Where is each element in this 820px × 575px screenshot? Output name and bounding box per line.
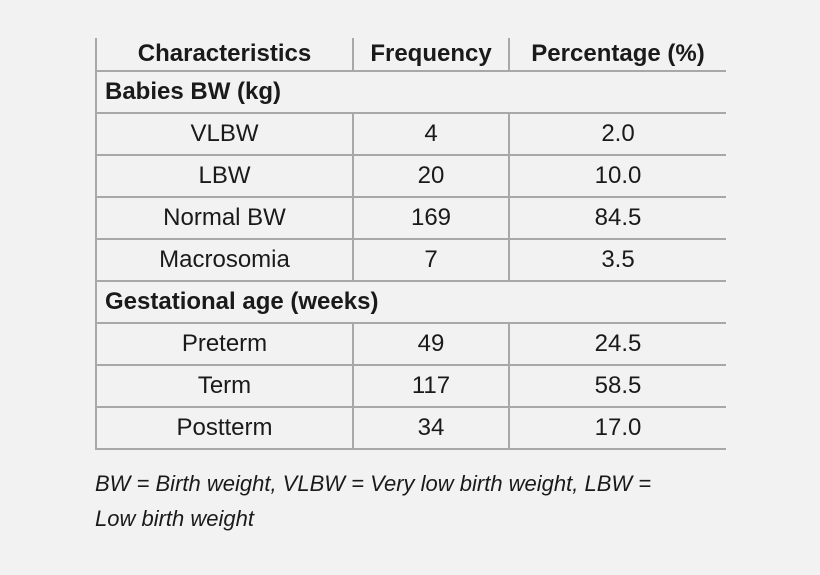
row-percentage: 58.5 — [508, 364, 726, 408]
row-label: VLBW — [95, 112, 354, 156]
section-row-gestational-age: Gestational age (weeks) — [95, 280, 726, 324]
characteristics-table-container: Characteristics Frequency Percentage (%)… — [95, 38, 726, 450]
table-row: Normal BW 169 84.5 — [95, 196, 726, 240]
row-percentage: 17.0 — [508, 406, 726, 450]
header-percentage: Percentage (%) — [508, 38, 726, 72]
table-row: Term 117 58.5 — [95, 364, 726, 408]
row-frequency: 7 — [352, 238, 510, 282]
row-frequency: 4 — [352, 112, 510, 156]
section-row-babies-bw: Babies BW (kg) — [95, 70, 726, 114]
row-percentage: 10.0 — [508, 154, 726, 198]
table-row: Preterm 49 24.5 — [95, 322, 726, 366]
row-label: Term — [95, 364, 354, 408]
row-percentage: 2.0 — [508, 112, 726, 156]
table-footnote: BW = Birth weight, VLBW = Very low birth… — [95, 466, 735, 536]
row-frequency: 20 — [352, 154, 510, 198]
table-row: LBW 20 10.0 — [95, 154, 726, 198]
table-row: VLBW 4 2.0 — [95, 112, 726, 156]
row-frequency: 34 — [352, 406, 510, 450]
header-frequency: Frequency — [352, 38, 510, 72]
row-frequency: 49 — [352, 322, 510, 366]
row-percentage: 24.5 — [508, 322, 726, 366]
table-header-row: Characteristics Frequency Percentage (%) — [95, 38, 726, 72]
row-frequency: 117 — [352, 364, 510, 408]
table-row: Postterm 34 17.0 — [95, 406, 726, 450]
row-label: Preterm — [95, 322, 354, 366]
row-frequency: 169 — [352, 196, 510, 240]
section-title: Gestational age (weeks) — [95, 280, 726, 324]
row-percentage: 3.5 — [508, 238, 726, 282]
table-row: Macrosomia 7 3.5 — [95, 238, 726, 282]
row-label: Macrosomia — [95, 238, 354, 282]
row-percentage: 84.5 — [508, 196, 726, 240]
header-characteristics: Characteristics — [95, 38, 354, 72]
row-label: LBW — [95, 154, 354, 198]
section-title: Babies BW (kg) — [95, 70, 726, 114]
footnote-line-1: BW = Birth weight, VLBW = Very low birth… — [95, 471, 652, 496]
row-label: Postterm — [95, 406, 354, 450]
characteristics-table: Characteristics Frequency Percentage (%)… — [95, 38, 726, 450]
row-label: Normal BW — [95, 196, 354, 240]
footnote-line-2: Low birth weight — [95, 506, 254, 531]
